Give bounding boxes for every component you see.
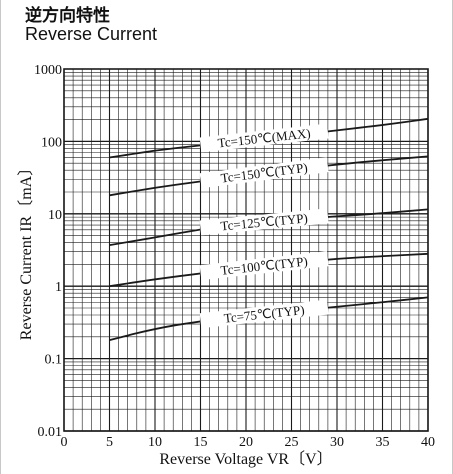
x-tick-label: 10 [148,435,162,450]
y-tick-label: 0.1 [45,353,63,368]
y-tick-label: 100 [41,135,62,150]
y-tick-label: 1000 [34,63,62,78]
series-label-background [199,299,329,329]
chart-title-english: Reverse Current [25,24,158,44]
x-tick-label: 15 [194,435,208,450]
x-tick-label: 40 [421,435,435,450]
x-tick-label: 20 [239,435,253,450]
x-tick-label: 0 [61,435,68,450]
y-tick-label: 1 [55,280,62,295]
x-tick-label: 5 [106,435,113,450]
series-label-background [199,251,329,281]
x-tick-label: 25 [285,435,299,450]
plot-border [63,68,429,432]
series-label-background [199,157,329,189]
x-tick-labels: 0 5 10 15 20 25 30 35 40 [61,435,436,450]
y-axis-label: Reverse Current IR〔mA〕 [17,160,35,340]
series-label-background [199,208,329,236]
x-axis-label: Reverse Voltage VR〔V〕 [159,450,332,468]
x-tick-label: 30 [330,435,344,450]
y-tick-labels: 0.01 0.1 1 10 100 1000 [34,63,62,440]
series-labels: Tc=150℃(MAX)Tc=150℃(TYP)Tc=125℃(TYP)Tc=1… [199,123,329,329]
chart-title-japanese: 逆方向特性 [25,6,110,26]
x-tick-label: 35 [376,435,390,450]
y-tick-label: 10 [48,208,62,223]
y-tick-label: 0.01 [38,425,63,440]
series-label-background [199,123,329,153]
